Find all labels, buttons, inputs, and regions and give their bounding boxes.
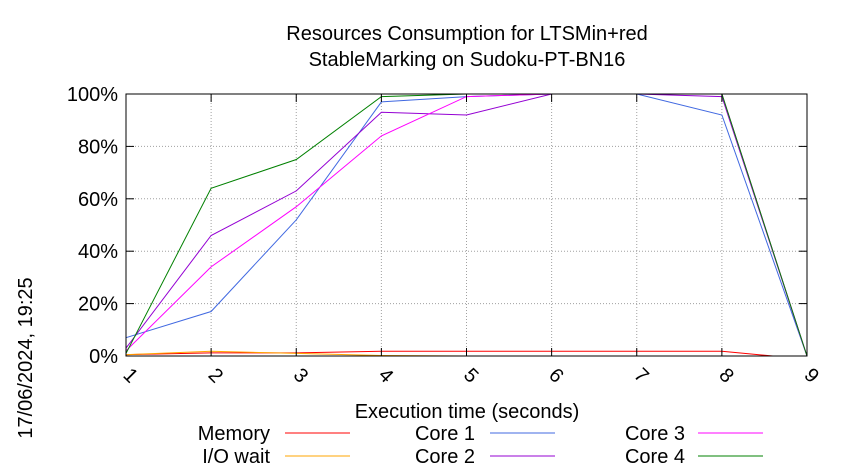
- x-tick-label: 9: [800, 364, 823, 387]
- y-tick-label: 40%: [78, 241, 118, 263]
- x-tick-label: 4: [374, 364, 397, 387]
- legend-label: Core 3: [625, 423, 685, 445]
- legend-label: Core 2: [415, 446, 475, 468]
- tick-layer: 0% 20% 40% 60% 80% 100% 1 2 3 4 5 6 7 8 9: [67, 84, 823, 387]
- legend-label: Core 4: [625, 446, 685, 468]
- y-tick-label: 20%: [78, 294, 118, 316]
- x-tick-label: 6: [544, 364, 567, 387]
- x-tick-label: 8: [714, 364, 737, 387]
- x-tick-label: 7: [629, 364, 652, 387]
- legend-label: Core 1: [415, 423, 475, 445]
- series-line-core-2: [125, 93, 808, 357]
- chart-title-line-1: Resources Consumption for LTSMin+red: [286, 23, 647, 45]
- x-tick-label: 2: [204, 364, 227, 387]
- grid: [126, 94, 807, 356]
- y-tick-label: 60%: [78, 189, 118, 211]
- x-tick-label: 3: [289, 364, 312, 387]
- y-tick-label: 80%: [78, 136, 118, 158]
- legend-label: I/O wait: [202, 446, 270, 468]
- series-line-memory: [125, 350, 807, 357]
- chart-title-line-2: StableMarking on Sudoku-PT-BN16: [309, 49, 626, 71]
- legend-label: Memory: [198, 423, 270, 445]
- x-axis-label: Execution time (seconds): [355, 401, 580, 423]
- y-tick-label: 100%: [67, 84, 118, 106]
- timestamp-label: 17/06/2024, 19:25: [15, 277, 37, 438]
- x-tick-label: 1: [119, 364, 142, 387]
- y-tick-label: 0%: [89, 346, 118, 368]
- x-tick-label: 5: [459, 364, 482, 387]
